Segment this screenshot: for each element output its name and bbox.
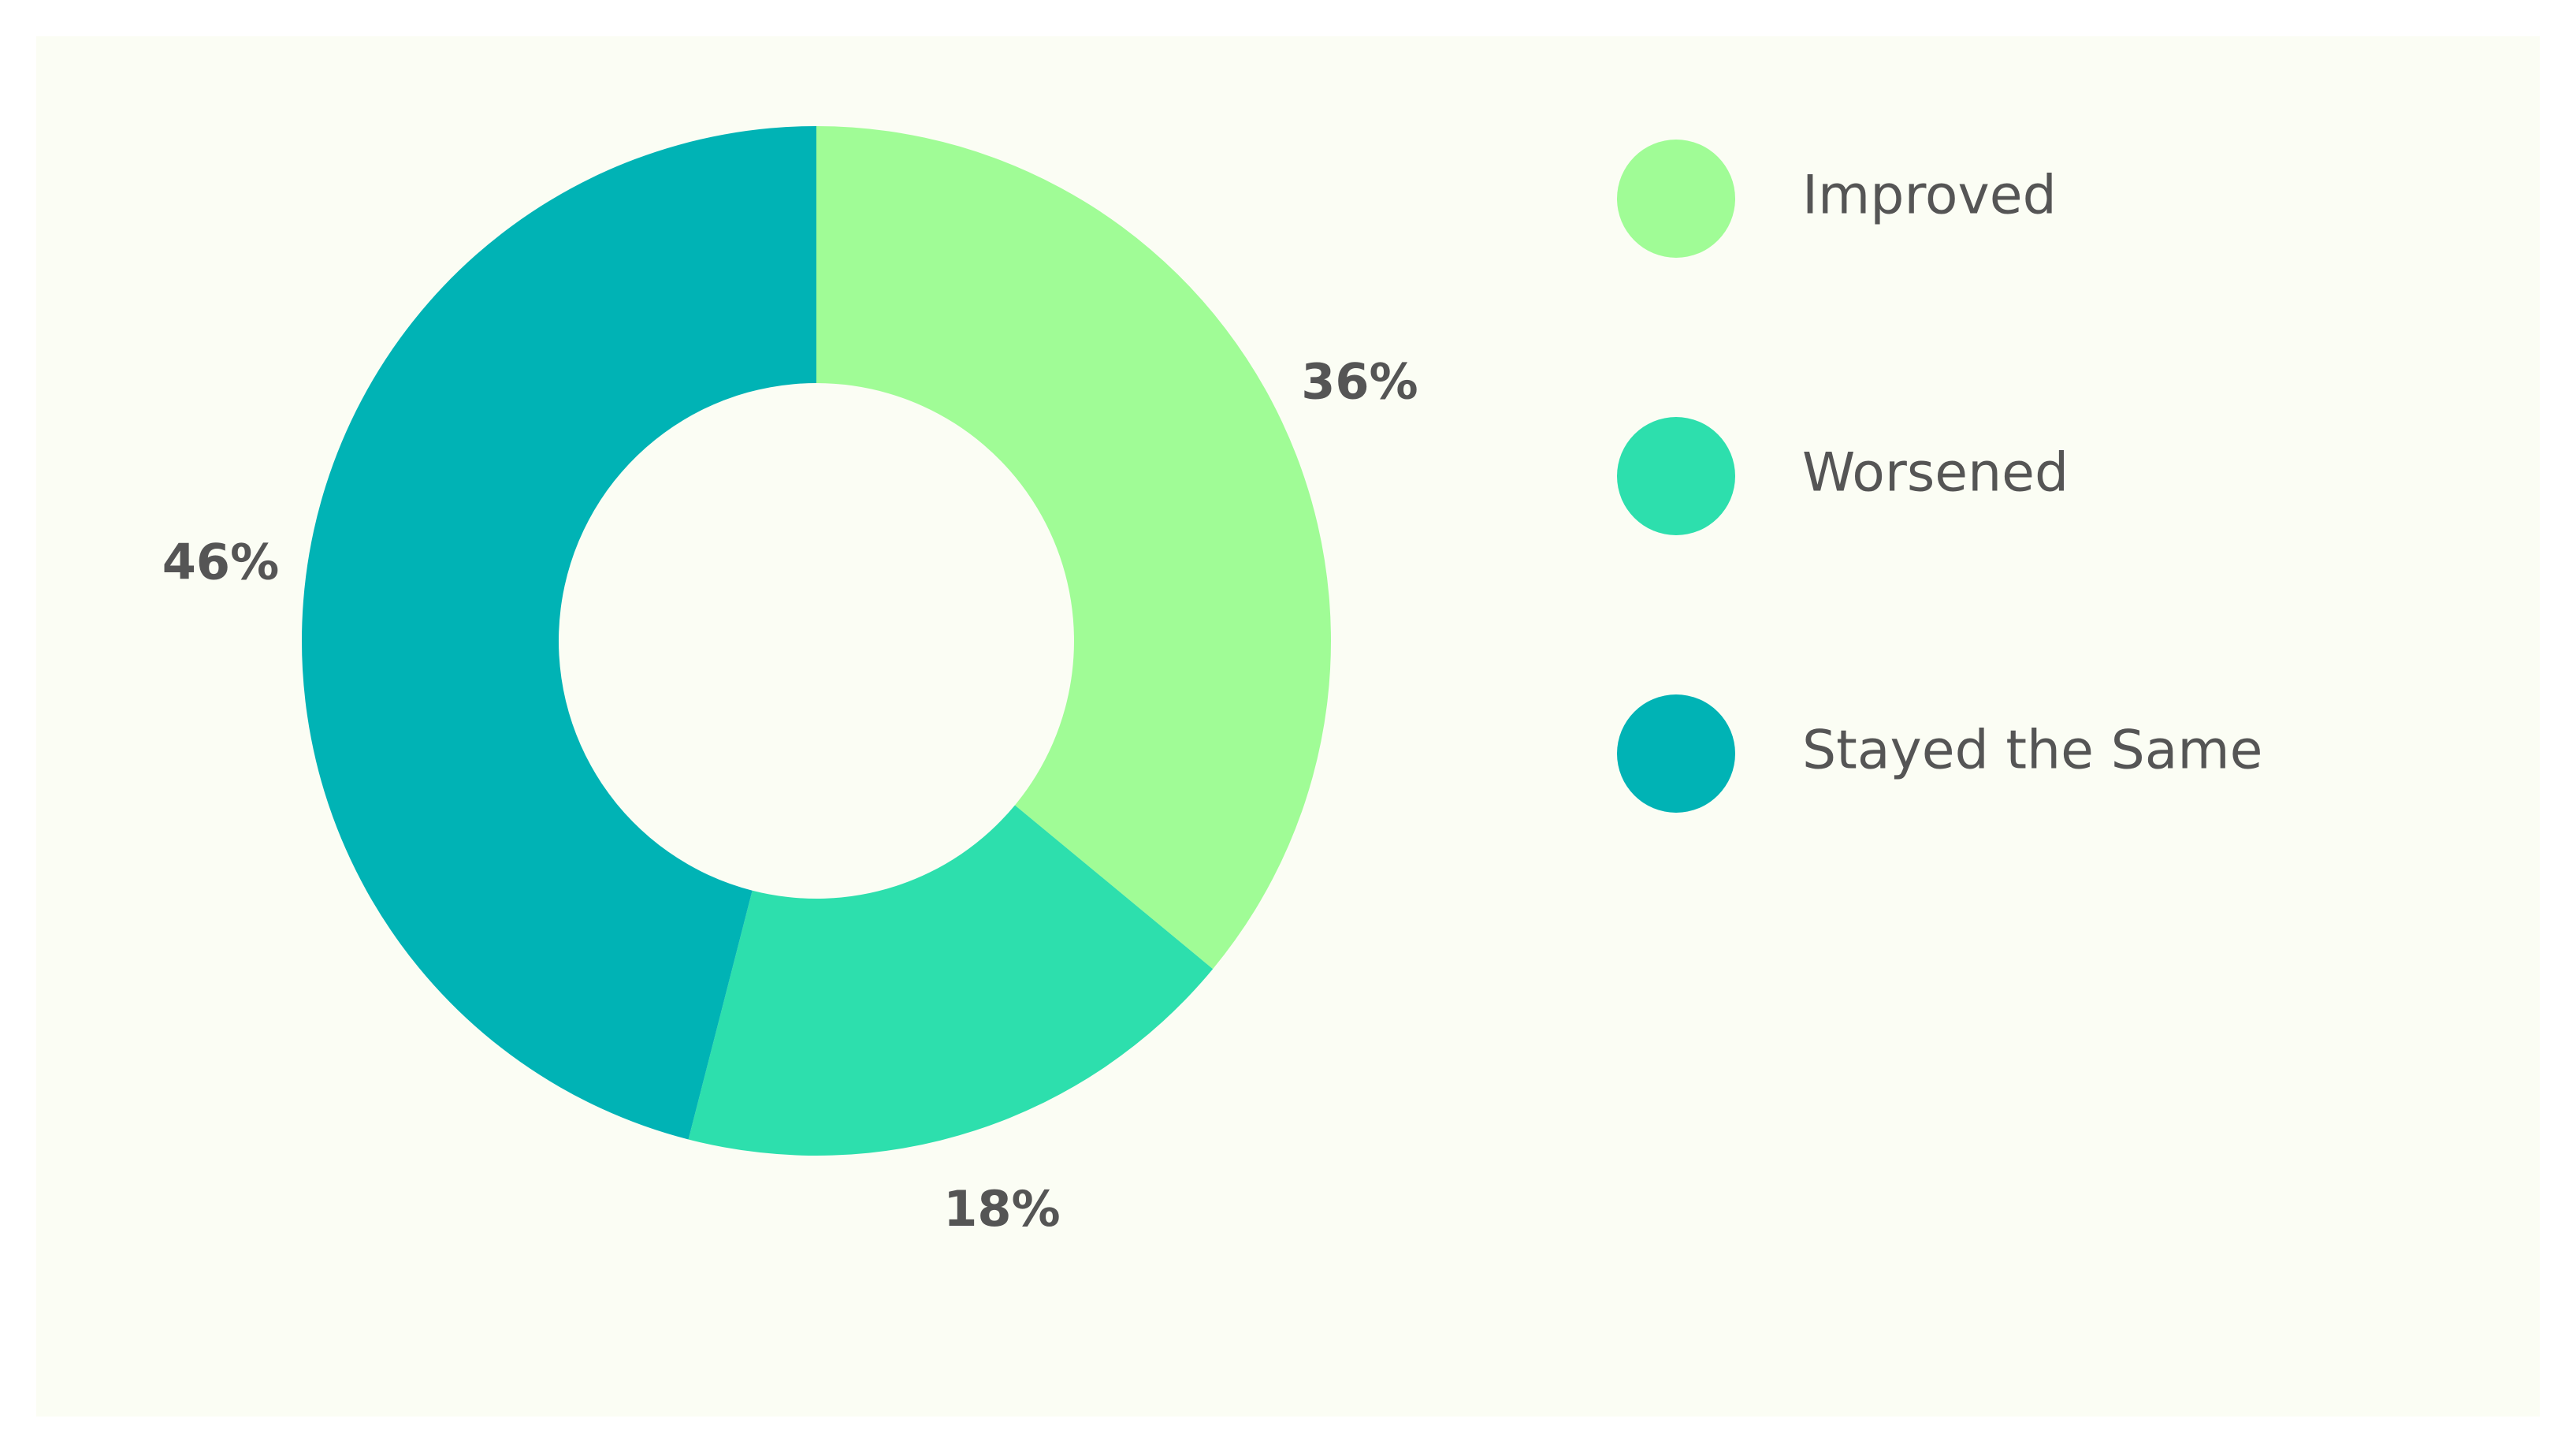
legend-label: Stayed the Same [1802, 720, 2262, 782]
donut-slice [816, 126, 1332, 970]
legend-label: Worsened [1802, 442, 2069, 504]
value-label: 46% [162, 534, 279, 591]
legend-label: Improved [1802, 165, 2057, 227]
legend-swatch [1617, 694, 1735, 813]
legend-swatch [1617, 417, 1735, 535]
donut-slice [301, 126, 817, 1140]
legend-swatch [1617, 140, 1735, 258]
value-label: 18% [943, 1180, 1060, 1238]
donut-slice [688, 805, 1214, 1156]
value-label: 36% [1301, 353, 1418, 411]
